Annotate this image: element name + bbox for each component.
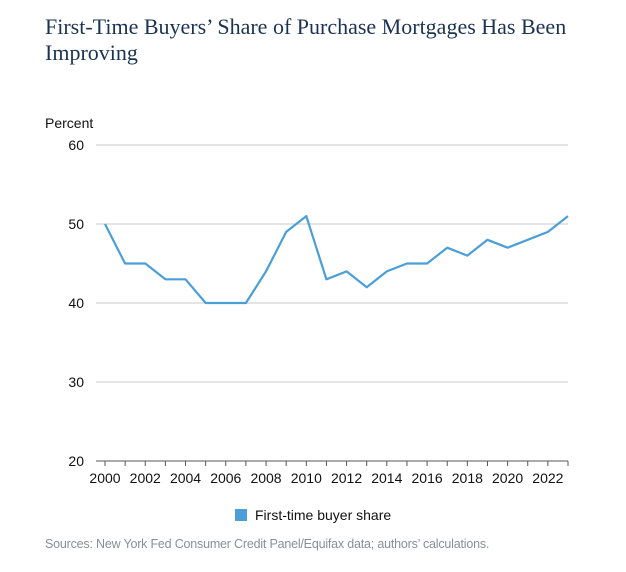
x-tick-label: 2016: [412, 470, 443, 486]
x-tick-label: 2010: [291, 470, 322, 486]
legend-swatch: [235, 509, 247, 521]
gridlines: [96, 144, 568, 383]
x-axis: 2000 2002 2004 2006 2008 2010 2012 2014 2016 2018…: [89, 460, 569, 486]
y-tick-label: 20: [68, 453, 84, 469]
x-tick-label: 2020: [492, 470, 523, 486]
y-axis-ticks: 20 30 40 50 60: [68, 137, 84, 469]
chart-title: First-Time Buyers’ Share of Purchase Mor…: [45, 14, 567, 65]
legend-label: First-time buyer share: [255, 507, 391, 523]
y-tick-label: 40: [68, 295, 84, 311]
y-axis-label: Percent: [45, 115, 93, 131]
x-tick-label: 2000: [89, 470, 120, 486]
x-tick-label: 2022: [532, 470, 563, 486]
y-tick-label: 50: [68, 216, 84, 232]
sources-note: Sources: New York Fed Consumer Credit Pa…: [45, 537, 490, 551]
x-tick-label: 2008: [250, 470, 281, 486]
x-tick-label: 2014: [371, 470, 402, 486]
legend: First-time buyer share: [235, 507, 391, 523]
x-tick-label: 2004: [170, 470, 201, 486]
x-tick-label: 2018: [452, 470, 483, 486]
y-tick-label: 30: [68, 374, 84, 390]
y-tick-label: 60: [68, 137, 84, 153]
series-line: [104, 215, 569, 305]
x-tick-label: 2006: [210, 470, 241, 486]
x-tick-label: 2012: [331, 470, 362, 486]
series-layer: [104, 215, 569, 305]
x-tick-label: 2002: [130, 470, 161, 486]
